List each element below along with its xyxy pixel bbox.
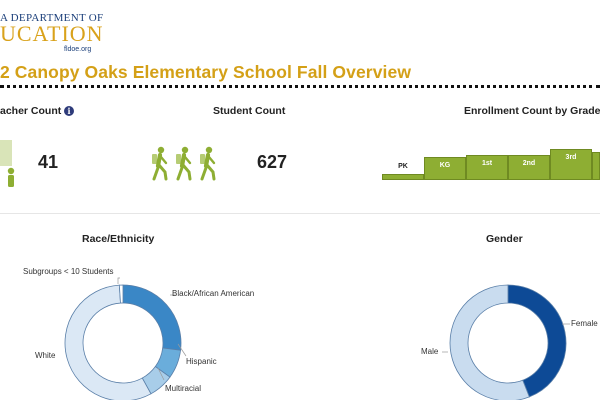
teacher-icon bbox=[0, 140, 15, 187]
logo-department-text: A DEPARTMENT OF bbox=[0, 12, 104, 24]
enrollment-chart-title: Enrollment Count by Grade bbox=[464, 105, 600, 117]
enrollment-bar[interactable]: 1st bbox=[466, 155, 508, 180]
enrollment-bar[interactable]: PK bbox=[382, 163, 424, 180]
enrollment-bar-label: 2nd bbox=[522, 160, 536, 167]
race-slice[interactable] bbox=[64, 284, 152, 400]
fldoe-logo[interactable]: A DEPARTMENT OF UCATION fldoe.org bbox=[0, 6, 104, 53]
gender-leader-lines bbox=[442, 323, 570, 353]
race-leader-lines bbox=[117, 277, 187, 381]
enrollment-bar-label: KG bbox=[439, 162, 451, 169]
race-label-hispanic: Hispanic bbox=[186, 357, 217, 366]
race-label-black: Black/African American bbox=[172, 289, 255, 298]
gender-donut-chart[interactable] bbox=[445, 280, 571, 400]
enrollment-bar[interactable]: 2nd bbox=[508, 155, 550, 180]
logo-url-text: fldoe.org bbox=[64, 46, 92, 53]
info-icon[interactable]: i bbox=[64, 106, 74, 116]
gender-slice[interactable] bbox=[507, 284, 567, 398]
gender-label-male: Male bbox=[421, 347, 439, 356]
student-count-label: Student Count bbox=[213, 105, 286, 117]
page-title: 2 Canopy Oaks Elementary School Fall Ove… bbox=[0, 62, 412, 82]
teacher-count-value: 41 bbox=[38, 152, 59, 172]
enrollment-bar-label: 3rd bbox=[565, 154, 577, 161]
gender-title: Gender bbox=[486, 233, 523, 245]
enrollment-bar-label: PK bbox=[398, 163, 408, 170]
students-walking-icon bbox=[152, 146, 216, 181]
enrollment-bar[interactable] bbox=[592, 152, 600, 180]
gender-slice[interactable] bbox=[449, 284, 530, 400]
enrollment-bar[interactable]: KG bbox=[424, 157, 466, 180]
race-slice[interactable] bbox=[118, 284, 124, 304]
gender-label-female: Female bbox=[571, 319, 598, 328]
section-divider bbox=[0, 213, 600, 214]
race-label-white: White bbox=[35, 351, 56, 360]
race-label-subgroups: Subgroups < 10 Students bbox=[23, 267, 114, 276]
enrollment-bar-chart[interactable]: PK KG 1st 2nd 3rd bbox=[382, 120, 600, 180]
student-count-value: 627 bbox=[257, 152, 288, 172]
race-label-multiracial: Multiracial bbox=[165, 384, 202, 393]
title-divider bbox=[0, 85, 600, 88]
enrollment-bar-label: 1st bbox=[481, 160, 493, 167]
race-ethnicity-title: Race/Ethnicity bbox=[82, 233, 155, 245]
enrollment-bar[interactable]: 3rd bbox=[550, 149, 592, 180]
race-ethnicity-donut-chart[interactable] bbox=[60, 280, 186, 400]
teacher-count-label: acher Count bbox=[0, 105, 62, 117]
logo-education-text: UCATION bbox=[0, 21, 104, 46]
